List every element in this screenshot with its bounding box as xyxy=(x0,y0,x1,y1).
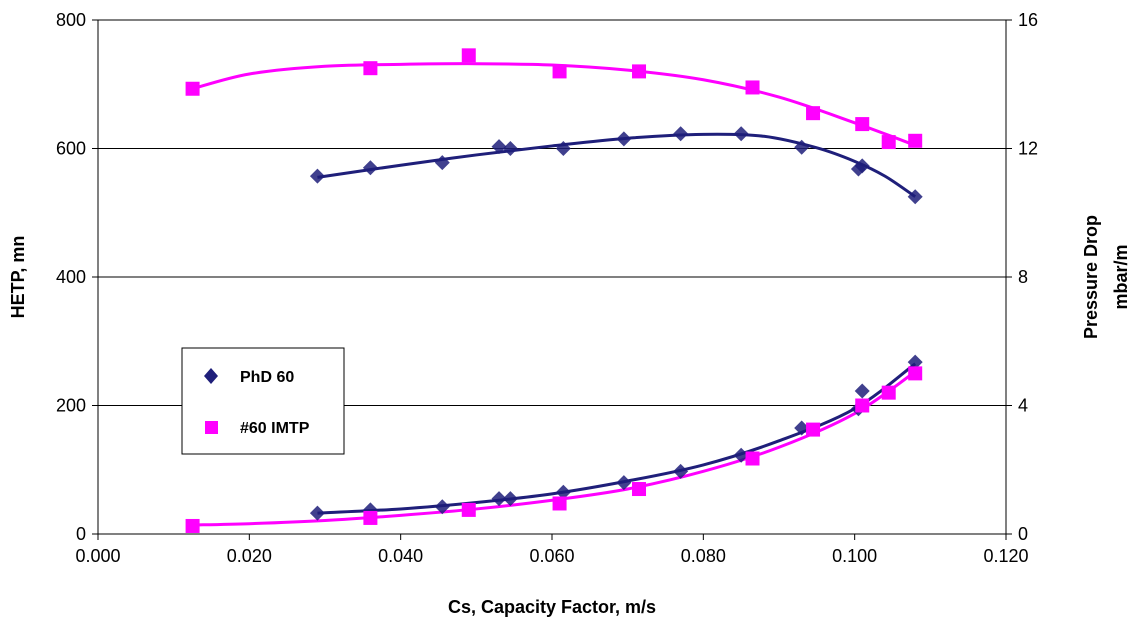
phd60-pressure-point xyxy=(794,420,810,436)
legend-label-imtp: #60 IMTP xyxy=(240,420,310,437)
y2-tick-label: 0 xyxy=(1018,524,1028,544)
phd60-pressure-point xyxy=(616,475,632,491)
imtp-pressure-point xyxy=(185,518,200,533)
phd60-hetp-point xyxy=(434,155,450,171)
y-axis-title: HETP, mn xyxy=(8,236,28,319)
imtp-hetp-point xyxy=(855,117,870,132)
phd60-pressure-point xyxy=(309,505,325,521)
imtp-hetp-point xyxy=(745,80,760,95)
x-axis-title: Cs, Capacity Factor, m/s xyxy=(448,597,656,617)
y2-axis-title-line1: Pressure Drop xyxy=(1081,215,1101,339)
phd60-hetp-point xyxy=(362,160,378,176)
y2-tick-label: 16 xyxy=(1018,10,1038,30)
y2-tick-label: 12 xyxy=(1018,139,1038,159)
imtp-pressure-point xyxy=(632,482,647,497)
y2-axis-title-line2: mbar/m xyxy=(1111,244,1131,309)
imtp-pressure-point xyxy=(363,510,378,525)
imtp-hetp-point xyxy=(552,64,567,79)
imtp-hetp-curve xyxy=(192,62,916,147)
phd60-hetp-point xyxy=(555,141,571,156)
y2-axis-ticks: 0 4 8 12 16 xyxy=(1006,10,1038,544)
y-axis-ticks: 0 200 400 600 800 xyxy=(56,10,98,544)
imtp-pressure-point xyxy=(552,496,567,511)
x-tick-label: 0.000 xyxy=(75,546,120,566)
x-axis-ticks: 0.000 0.020 0.040 0.060 0.080 0.100 0.120 xyxy=(75,534,1029,566)
imtp-pressure-point xyxy=(745,451,760,466)
legend-square-marker xyxy=(205,421,218,434)
phd60-pressure-point xyxy=(733,447,749,463)
y-tick-label: 800 xyxy=(56,10,86,30)
phd60-hetp-point xyxy=(309,168,325,184)
legend: PhD 60 #60 IMTP xyxy=(181,347,345,455)
phd60-hetp-point xyxy=(854,158,870,174)
phd60-hetp-point xyxy=(673,126,689,142)
imtp-hetp-point xyxy=(908,133,923,148)
phd60-hetp-point xyxy=(616,131,632,147)
phd60-hetp-point xyxy=(733,126,749,142)
phd60-pressure-point xyxy=(502,491,518,507)
imtp-hetp-point xyxy=(806,106,821,121)
y-tick-label: 0 xyxy=(76,524,86,544)
y-tick-label: 600 xyxy=(56,139,86,159)
phd60-hetp-point xyxy=(794,139,810,155)
y2-tick-label: 8 xyxy=(1018,267,1028,287)
phd60-pressure-point xyxy=(854,383,870,399)
imtp-pressure-point xyxy=(908,366,923,381)
legend-label-phd60: PhD 60 xyxy=(240,369,294,386)
fit-curves xyxy=(192,62,917,527)
data-points xyxy=(185,48,923,533)
x-tick-label: 0.100 xyxy=(832,546,877,566)
phd60-hetp-point xyxy=(907,189,923,205)
x-tick-label: 0.060 xyxy=(529,546,574,566)
imtp-hetp-point xyxy=(632,64,647,79)
phd60-pressure-point xyxy=(907,354,923,370)
imtp-pressure-point xyxy=(881,385,896,400)
phd60-pressure-point xyxy=(491,491,507,507)
y-tick-label: 400 xyxy=(56,267,86,287)
phd60-hetp-point xyxy=(491,139,507,155)
imtp-pressure-point xyxy=(806,422,821,437)
imtp-pressure-point xyxy=(461,502,476,517)
phd60-hetp-point xyxy=(502,141,518,156)
x-tick-label: 0.020 xyxy=(227,546,272,566)
phd60-pressure-point xyxy=(673,463,689,479)
y2-tick-label: 4 xyxy=(1018,396,1028,416)
y-tick-label: 200 xyxy=(56,396,86,416)
phd60-pressure-point xyxy=(555,484,571,500)
legend-box xyxy=(181,347,345,455)
x-tick-label: 0.040 xyxy=(378,546,423,566)
legend-diamond-marker xyxy=(204,368,218,384)
imtp-hetp-point xyxy=(881,135,896,150)
imtp-hetp-point xyxy=(363,61,378,76)
imtp-pressure-point xyxy=(855,398,870,413)
phd60-pressure-point xyxy=(434,499,450,515)
phd60-hetp-curve xyxy=(317,132,917,198)
x-tick-label: 0.120 xyxy=(983,546,1028,566)
imtp-hetp-point xyxy=(185,81,200,96)
x-tick-label: 0.080 xyxy=(681,546,726,566)
imtp-hetp-point xyxy=(461,48,476,63)
